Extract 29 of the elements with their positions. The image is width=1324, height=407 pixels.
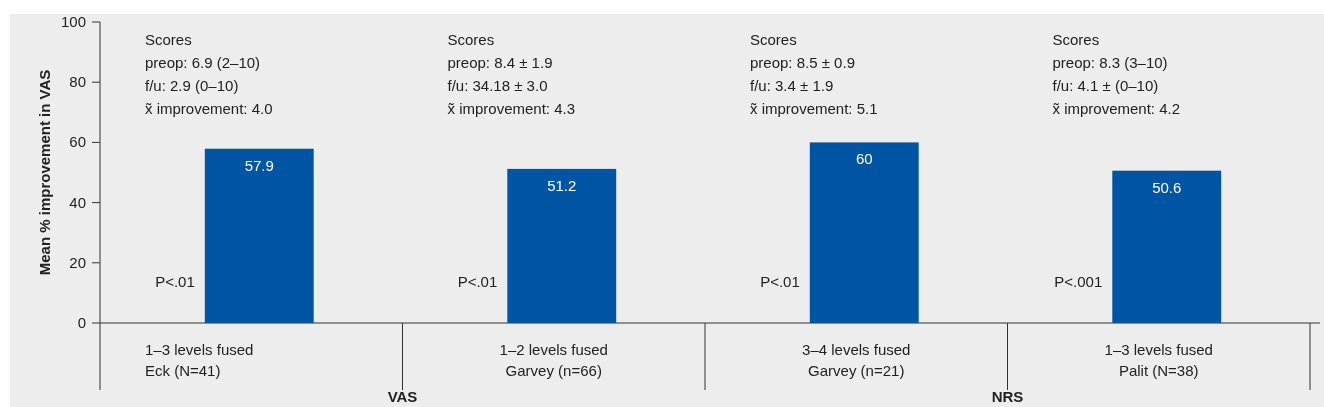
annotation: Scores preop: 8.5 ± 0.9 f/u: 3.4 ± 1.9 x̃ improvement: 5.1 (750, 31, 878, 117)
bar (1112, 170, 1222, 323)
y-axis-title: Mean % improvement in VAS (36, 69, 53, 276)
x-tick-label: 3–4 levels fused Garvey (n=21) (802, 341, 911, 379)
y-tick-label: 100 (60, 13, 86, 30)
data-label: 50.6 (1152, 178, 1182, 196)
bar (507, 168, 617, 323)
annotation: Scores preop: 6.9 (2–10) f/u: 2.9 (0–10) x̃ improvement: 4.0 (145, 31, 273, 117)
text: VAS (387, 388, 418, 405)
annotation: Scores preop: 8.4 ± 1.9 f/u: 34.18 ± 3.0 x̃ improvement: 4.3 (447, 31, 576, 117)
annotation: P<.01 (760, 273, 800, 290)
data-label: 57.9 (244, 156, 274, 174)
annotation: P<.01 (155, 273, 195, 290)
annotation: Scores preop: 8.3 (3–10) f/u: 4.1 ± (0–10) x̃ improvement: 4.2 (1052, 31, 1181, 117)
y-tick-label: 40 (69, 193, 86, 211)
data-label: 60 (855, 150, 873, 168)
annotation: P<.001 (1054, 273, 1103, 290)
y-tick-label: 0 (77, 314, 86, 331)
bar (204, 148, 314, 323)
annotation: P<.01 (457, 273, 498, 290)
y-tick-label: 60 (69, 133, 86, 151)
data-label: 51.2 (547, 176, 577, 194)
y-tick-label: 80 (69, 73, 86, 91)
text: NRS (991, 388, 1024, 405)
bar (809, 142, 919, 323)
y-tick-label: 20 (69, 253, 86, 271)
x-tick-label: 1–2 levels fused Garvey (n=66) (499, 341, 608, 379)
x-tick-label: 1–3 levels fused Palit (N=38) (1104, 341, 1213, 379)
x-tick-label: 1–3 levels fused Eck (N=41) (145, 341, 254, 379)
